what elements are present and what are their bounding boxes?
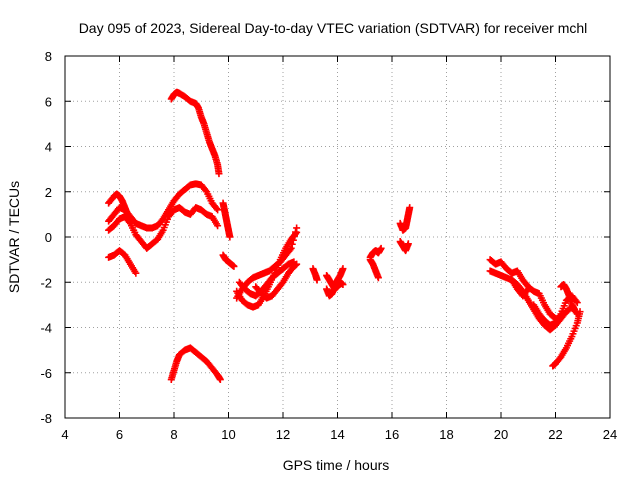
data-point [523,286,531,294]
series-arc-c [105,190,132,218]
series-arc-l [252,260,301,302]
data-point [313,276,321,284]
y-tick-label: -2 [40,275,52,290]
series-arc-y [557,281,579,313]
data-point [576,308,584,316]
series-arc-o [323,271,347,293]
x-axis-label: GPS time / hours [283,457,390,473]
series-arc-b [105,204,222,252]
y-tick-label: 0 [45,230,52,245]
data-point [573,299,581,307]
series-arc-x [549,308,584,370]
series-arc-j [233,224,301,302]
x-tick-label: 12 [276,427,290,442]
data-point [524,285,532,293]
data-point [132,269,140,277]
series-arc-q [366,256,382,282]
x-tick-label: 18 [439,427,453,442]
data-point [571,305,579,313]
data-point [226,233,234,241]
x-tick-label: 20 [494,427,508,442]
data-point [216,376,224,384]
data-point [377,244,385,252]
data-point [214,222,222,230]
x-tick-label: 8 [170,427,177,442]
data-point [339,281,347,289]
data-points [105,88,584,384]
x-tick-label: 4 [61,427,68,442]
y-tick-label: 8 [45,49,52,64]
series-arc-f [167,344,224,384]
series-arc-a [105,180,222,232]
data-point [215,170,223,178]
y-tick-label: 6 [45,94,52,109]
y-tick-label: 4 [45,140,52,155]
x-tick-label: 24 [603,427,617,442]
data-point [293,224,301,232]
data-point [230,262,238,270]
data-point [292,228,300,236]
data-point [293,260,301,268]
data-point [374,274,382,282]
y-tick-label: -4 [40,321,52,336]
data-point [289,236,297,244]
x-tick-label: 10 [221,427,235,442]
y-tick-label: -8 [40,411,52,426]
series-arc-g [219,199,234,241]
data-point [124,210,132,218]
x-tick-label: 22 [548,427,562,442]
data-point [339,265,347,273]
data-point [288,240,296,248]
series-arc-w [530,292,581,329]
data-point [404,240,412,248]
y-tick-labels: -8 -6 -4 -2 0 2 4 6 8 [40,49,52,426]
y-tick-label: 2 [45,185,52,200]
series-arc-m [309,265,321,284]
data-point [290,232,298,240]
plot-frame [64,55,611,419]
y-tick-label: -6 [40,366,52,381]
x-tick-labels: 4 6 8 10 12 14 16 18 20 22 24 [61,427,617,442]
series-arc-v [508,276,532,300]
data-point [213,204,221,212]
y-axis-label: SDTVAR / TECUs [6,181,22,293]
data-point [287,244,295,252]
series-arc-s [396,238,412,255]
data-point [214,206,222,214]
series-arc-d [105,247,140,277]
chart-title: Day 095 of 2023, Sidereal Day-to-day VTE… [79,20,588,36]
data-point [125,218,133,226]
data-point [286,246,294,254]
series-arc-r [396,204,414,234]
x-tick-label: 6 [116,427,123,442]
x-tick-label: 14 [330,427,344,442]
series-arc-h [219,251,238,270]
data-point [406,204,414,212]
data-point [202,186,210,194]
series-arc-u [486,256,559,322]
series-arc-e [167,88,223,178]
x-tick-label: 16 [385,427,399,442]
grid-lines [65,56,610,418]
